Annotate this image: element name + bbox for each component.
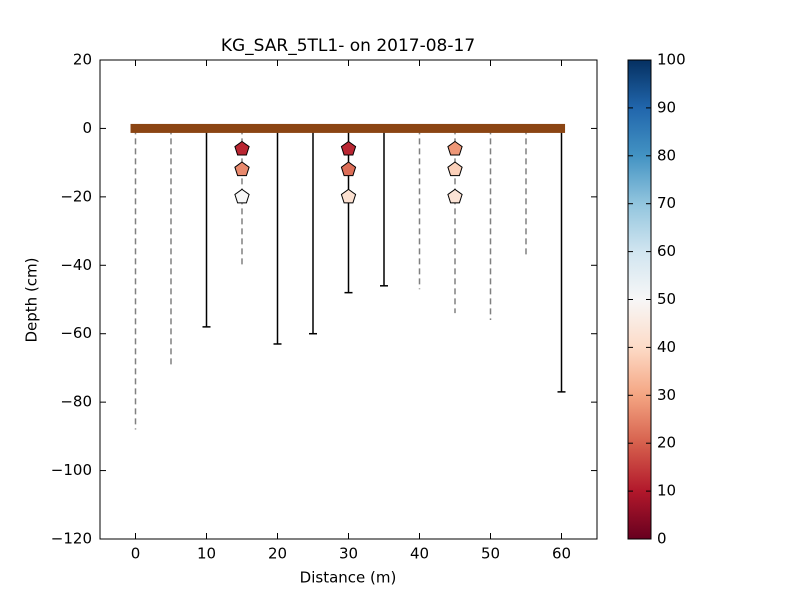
y-tick-label: −20 <box>60 187 92 205</box>
x-tick-label: 0 <box>131 545 141 563</box>
sensor-point <box>447 188 463 204</box>
y-tick-label: −80 <box>60 393 92 411</box>
colorbar-tick-label: 40 <box>657 338 676 356</box>
chart-title: KG_SAR_5TL1- on 2017-08-17 <box>221 36 475 56</box>
y-tick-label: −100 <box>51 461 92 479</box>
colorbar-tick-label: 30 <box>657 386 676 404</box>
colorbar-tick-label: 50 <box>657 290 676 308</box>
y-tick-label: −60 <box>60 324 92 342</box>
y-tick-label: −40 <box>60 256 92 274</box>
sensor-point <box>234 188 250 204</box>
colorbar-tick-label: 20 <box>657 434 676 452</box>
sensor-point <box>340 188 357 204</box>
colorbar-tick-label: 0 <box>657 530 667 548</box>
x-tick-label: 20 <box>268 545 287 563</box>
sensor-point <box>447 140 463 156</box>
colorbar-tick-label: 70 <box>657 194 676 212</box>
y-axis-label: Depth (cm) <box>23 257 41 342</box>
colorbar-tick-label: 60 <box>657 242 676 260</box>
x-tick-label: 10 <box>197 545 216 563</box>
y-tick-label: −120 <box>51 530 92 548</box>
colorbar-tick-label: 90 <box>657 98 676 116</box>
y-tick-label: 0 <box>82 119 92 137</box>
colorbar-tick-label: 100 <box>657 51 686 69</box>
sensor-point <box>340 161 357 177</box>
surface-bar <box>130 123 566 133</box>
sensor-point <box>234 161 250 177</box>
colorbar-tick-label: 80 <box>657 146 676 164</box>
sensor-point <box>340 140 357 156</box>
x-tick-label: 40 <box>410 545 429 563</box>
x-tick-label: 30 <box>339 545 358 563</box>
colorbar-tick-label: 10 <box>657 482 676 500</box>
x-axis-label: Distance (m) <box>300 569 397 587</box>
x-tick-label: 60 <box>552 545 571 563</box>
sensor-point <box>234 140 250 156</box>
sensor-point <box>447 161 463 177</box>
y-tick-label: 20 <box>73 51 92 69</box>
x-tick-label: 50 <box>481 545 500 563</box>
